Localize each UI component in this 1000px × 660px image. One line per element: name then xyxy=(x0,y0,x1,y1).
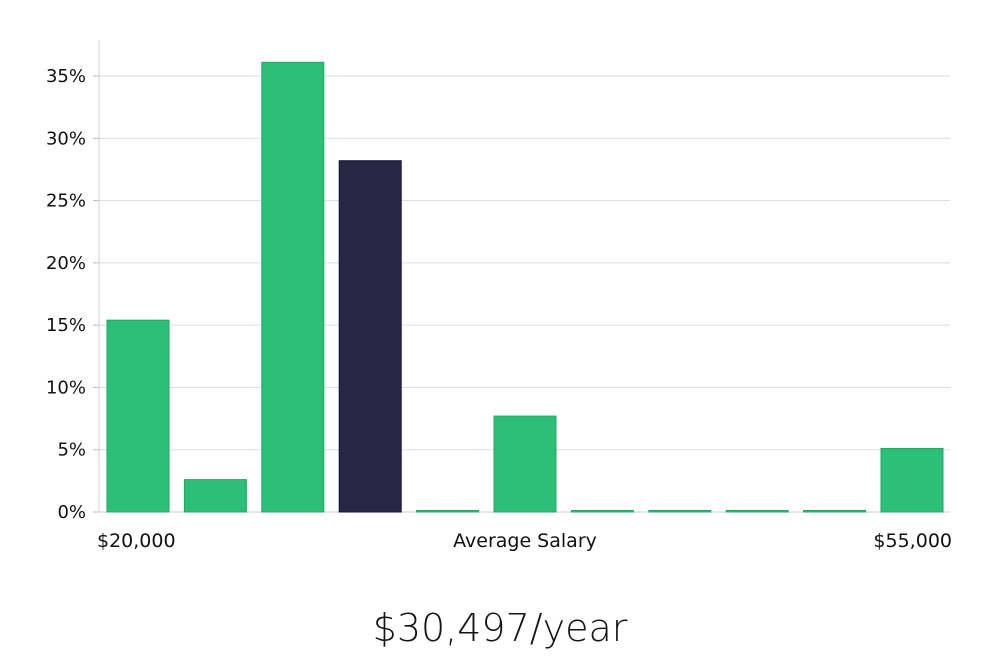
x-axis-title: Average Salary xyxy=(453,530,597,552)
bar xyxy=(183,479,247,513)
salary-histogram: 0% 5% 10% 15% 20% 25% 30% 35% $20,000 Average S… xyxy=(46,40,952,552)
x-labels: $20,000 Average Salary $55,000 xyxy=(97,530,952,552)
bar xyxy=(570,510,634,513)
x-min-label: $20,000 xyxy=(97,530,176,552)
y-tick-label: 5% xyxy=(57,440,86,461)
y-tick-label: 20% xyxy=(46,253,86,274)
bar xyxy=(106,319,170,513)
y-tick-label: 25% xyxy=(46,191,86,212)
bar xyxy=(416,510,480,513)
y-tick-label: 0% xyxy=(57,502,86,523)
bars xyxy=(106,61,944,513)
y-tick-labels: 0% 5% 10% 15% 20% 25% 30% 35% xyxy=(46,66,86,523)
bar xyxy=(261,61,325,513)
y-tick-label: 30% xyxy=(46,128,86,149)
bar-highlighted xyxy=(338,160,402,513)
y-tick-label: 35% xyxy=(46,66,86,87)
bar xyxy=(493,415,557,513)
gridlines xyxy=(93,75,950,513)
x-max-label: $55,000 xyxy=(873,530,952,552)
bar xyxy=(648,510,712,513)
bar xyxy=(880,447,944,513)
y-tick-label: 10% xyxy=(46,377,86,398)
y-tick-label: 15% xyxy=(46,315,86,336)
bar xyxy=(803,510,867,513)
bar xyxy=(725,510,789,513)
average-salary-value: $30,497/year xyxy=(372,606,628,650)
